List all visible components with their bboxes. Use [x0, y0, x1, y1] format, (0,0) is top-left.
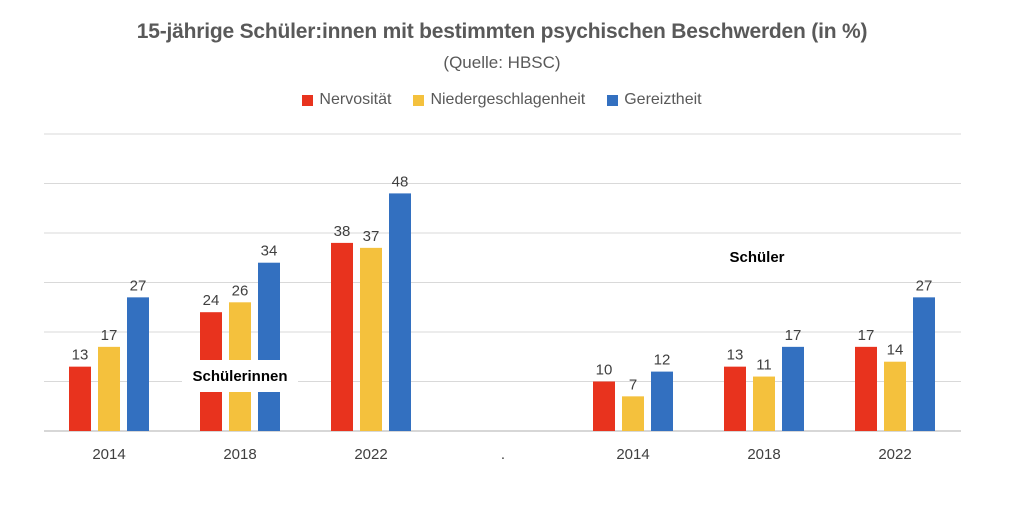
x-tick-label: .: [501, 446, 505, 463]
bar: [69, 366, 91, 431]
bar: [855, 346, 877, 431]
data-label: 37: [363, 228, 380, 245]
bar: [884, 361, 906, 431]
data-label: 48: [392, 173, 409, 190]
bar: [622, 396, 644, 431]
data-label: 13: [72, 347, 89, 364]
chart-subtitle: (Quelle: HBSC): [443, 53, 561, 72]
data-label: 24: [203, 292, 220, 309]
data-label: 17: [858, 327, 875, 344]
bar: [331, 242, 353, 431]
data-label: 12: [654, 352, 671, 369]
data-label: 17: [785, 327, 802, 344]
bar: [98, 346, 120, 431]
bar: [782, 346, 804, 431]
bar: [593, 381, 615, 431]
bar: [389, 193, 411, 431]
x-tick-label: 2018: [223, 446, 256, 463]
data-label: 7: [629, 376, 637, 393]
group-label-schuelerinnen: Schülerinnen: [192, 368, 287, 385]
bar: [913, 297, 935, 431]
bar: [651, 371, 673, 431]
legend: Nervosität Niedergeschlagenheit Gereizth…: [0, 91, 1004, 109]
data-label: 27: [916, 277, 933, 294]
bar: [127, 297, 149, 431]
legend-item-niedergeschlagenheit: Niedergeschlagenheit: [413, 91, 585, 109]
x-tick-label: 2014: [616, 446, 649, 463]
data-label: 17: [101, 327, 118, 344]
legend-label-gereiztheit: Gereiztheit: [624, 91, 702, 108]
bar: [360, 247, 382, 431]
data-label: 13: [727, 347, 744, 364]
legend-item-nervositaet: Nervosität: [302, 91, 391, 109]
legend-label-niedergeschlagenheit: Niedergeschlagenheit: [430, 91, 586, 108]
annotation-box: [182, 360, 298, 392]
group-label-schueler: Schüler: [729, 249, 784, 266]
bar: [753, 376, 775, 431]
legend-label-nervositaet: Nervosität: [319, 91, 392, 108]
legend-swatch-gereiztheit: [607, 94, 619, 106]
legend-swatch-nervositaet: [302, 94, 314, 106]
bar: [724, 366, 746, 431]
data-label: 11: [756, 357, 772, 374]
data-label: 10: [596, 362, 613, 379]
x-tick-label: 2022: [878, 446, 911, 463]
data-label: 34: [261, 243, 278, 260]
legend-item-gereiztheit: Gereiztheit: [607, 91, 702, 109]
x-tick-label: 2014: [92, 446, 125, 463]
x-tick-label: 2022: [354, 446, 387, 463]
data-label: 14: [887, 342, 904, 359]
bar: [258, 262, 280, 431]
data-label: 26: [232, 282, 249, 299]
legend-swatch-niedergeschlagenheit: [413, 94, 425, 106]
data-label: 38: [334, 223, 351, 240]
x-tick-label: 2018: [747, 446, 780, 463]
chart-title: 15-jährige Schüler:innen mit bestimmten …: [136, 20, 868, 43]
data-label: 27: [130, 277, 147, 294]
